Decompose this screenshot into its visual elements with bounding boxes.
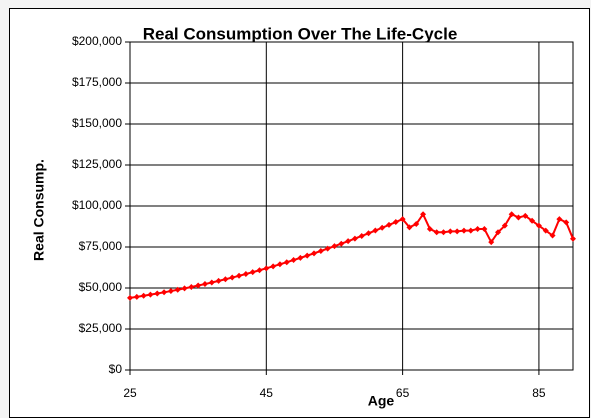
- data-point: [195, 282, 202, 289]
- data-point: [338, 240, 345, 247]
- data-point: [311, 250, 318, 257]
- data-point: [127, 294, 133, 301]
- data-point: [529, 217, 536, 224]
- data-point: [174, 286, 181, 293]
- data-point: [563, 219, 570, 226]
- y-tick-label: $25,000: [79, 321, 123, 335]
- data-point: [249, 269, 256, 276]
- data-point: [297, 254, 304, 261]
- data-point: [331, 243, 338, 250]
- data-point: [508, 211, 515, 218]
- x-axis-label: Age: [368, 393, 395, 409]
- y-axis-label: Real Consump.: [31, 159, 47, 261]
- x-tick-label: 25: [123, 386, 137, 400]
- data-point: [351, 235, 358, 242]
- data-point: [522, 212, 529, 219]
- data-point: [515, 214, 522, 221]
- data-point: [460, 227, 467, 234]
- data-point: [481, 225, 488, 232]
- data-point: [133, 293, 140, 300]
- y-tick-label: $0: [109, 362, 123, 376]
- x-tick-label: 85: [532, 386, 546, 400]
- data-point: [420, 211, 427, 218]
- data-point: [317, 248, 324, 255]
- y-tick-label: $75,000: [79, 239, 123, 253]
- chart-title: Real Consumption Over The Life-Cycle: [143, 24, 458, 43]
- data-point: [263, 265, 270, 272]
- data-point: [440, 229, 447, 236]
- data-point: [324, 245, 331, 252]
- y-tick-label: $175,000: [72, 75, 122, 89]
- data-point: [154, 290, 161, 297]
- data-point: [379, 224, 386, 231]
- data-point: [365, 230, 372, 237]
- data-point: [147, 291, 154, 298]
- data-point: [474, 225, 481, 232]
- data-point: [467, 227, 474, 234]
- x-tick-label: 65: [396, 386, 410, 400]
- data-point: [290, 257, 297, 264]
- data-point: [426, 225, 433, 232]
- data-point: [501, 222, 508, 229]
- data-point: [385, 221, 392, 228]
- data-point: [549, 232, 556, 239]
- data-point: [270, 263, 277, 270]
- data-point: [413, 221, 420, 228]
- data-point: [447, 228, 454, 235]
- data-point: [256, 267, 263, 274]
- data-point: [535, 222, 542, 229]
- data-point: [161, 289, 168, 296]
- data-point: [406, 224, 413, 231]
- data-point: [222, 276, 229, 283]
- x-tick-label: 45: [260, 386, 274, 400]
- data-point: [181, 285, 188, 292]
- data-point: [392, 219, 399, 226]
- data-point: [304, 252, 311, 259]
- y-tick-label: $150,000: [72, 116, 122, 130]
- data-point: [556, 216, 563, 223]
- data-point: [454, 228, 461, 235]
- data-point: [188, 283, 195, 290]
- data-point: [495, 229, 502, 236]
- y-tick-label: $50,000: [79, 280, 123, 294]
- data-point: [433, 229, 440, 236]
- data-point: [488, 239, 495, 246]
- data-point: [283, 259, 290, 266]
- y-tick-label: $200,000: [72, 34, 122, 48]
- data-point: [208, 279, 215, 286]
- data-point: [345, 238, 352, 245]
- data-point: [236, 272, 243, 279]
- data-point: [215, 277, 222, 284]
- data-point: [229, 274, 236, 281]
- data-point: [242, 271, 249, 278]
- data-point: [140, 292, 147, 299]
- data-point: [276, 261, 283, 268]
- data-point: [570, 235, 576, 242]
- data-point: [399, 216, 406, 223]
- data-point: [542, 227, 549, 234]
- y-tick-label: $125,000: [72, 157, 122, 171]
- data-point: [201, 281, 208, 288]
- data-point: [167, 288, 174, 295]
- y-tick-label: $100,000: [72, 198, 122, 212]
- data-point: [358, 232, 365, 239]
- data-point: [372, 227, 379, 234]
